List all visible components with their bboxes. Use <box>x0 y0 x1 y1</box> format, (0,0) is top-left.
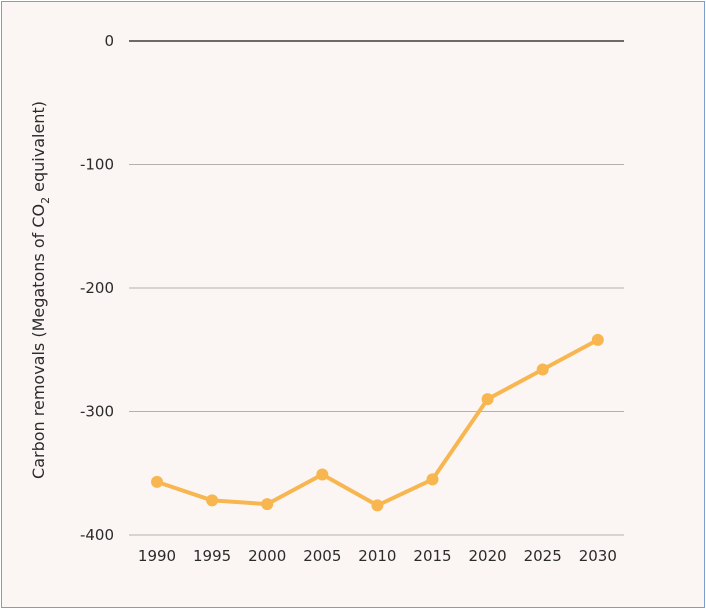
series-line <box>155 337 600 508</box>
x-tick-label: 2030 <box>579 547 617 565</box>
y-axis-label-suffix: equivalent) <box>29 101 48 197</box>
x-tick-label: 2000 <box>248 547 286 565</box>
data-point <box>371 499 384 512</box>
y-tick-label: -300 <box>80 403 114 421</box>
y-axis-label-subscript: 2 <box>39 197 52 204</box>
gridlines <box>129 40 624 536</box>
y-tick-labels: 0 -100 -200 -300 -400 <box>80 32 114 544</box>
y-axis-label: Carbon removals (Megatons of CO2 equival… <box>29 101 52 479</box>
x-tick-label: 1995 <box>193 547 231 565</box>
data-point <box>261 498 274 511</box>
x-tick-label: 2020 <box>469 547 507 565</box>
y-axis-label-prefix: Carbon removals (Megatons of CO <box>29 204 48 479</box>
y-tick-label: -400 <box>80 526 114 544</box>
x-tick-label: 2015 <box>413 547 451 565</box>
x-tick-label: 1990 <box>138 547 176 565</box>
data-point <box>591 333 604 346</box>
x-tick-label: 2010 <box>358 547 396 565</box>
data-point <box>316 468 329 481</box>
data-point <box>206 494 219 507</box>
data-point <box>426 473 439 486</box>
y-tick-label: 0 <box>104 32 114 50</box>
data-point <box>151 475 163 488</box>
series-group <box>151 333 604 512</box>
x-tick-label: 2025 <box>524 547 562 565</box>
data-point <box>536 363 549 376</box>
y-tick-label: -200 <box>80 279 114 297</box>
y-tick-label: -100 <box>80 156 114 174</box>
x-tick-labels: 1990 1995 2000 2005 2010 2015 2020 2025 2030 <box>138 547 617 565</box>
x-tick-label: 2005 <box>303 547 341 565</box>
data-point <box>481 393 494 406</box>
